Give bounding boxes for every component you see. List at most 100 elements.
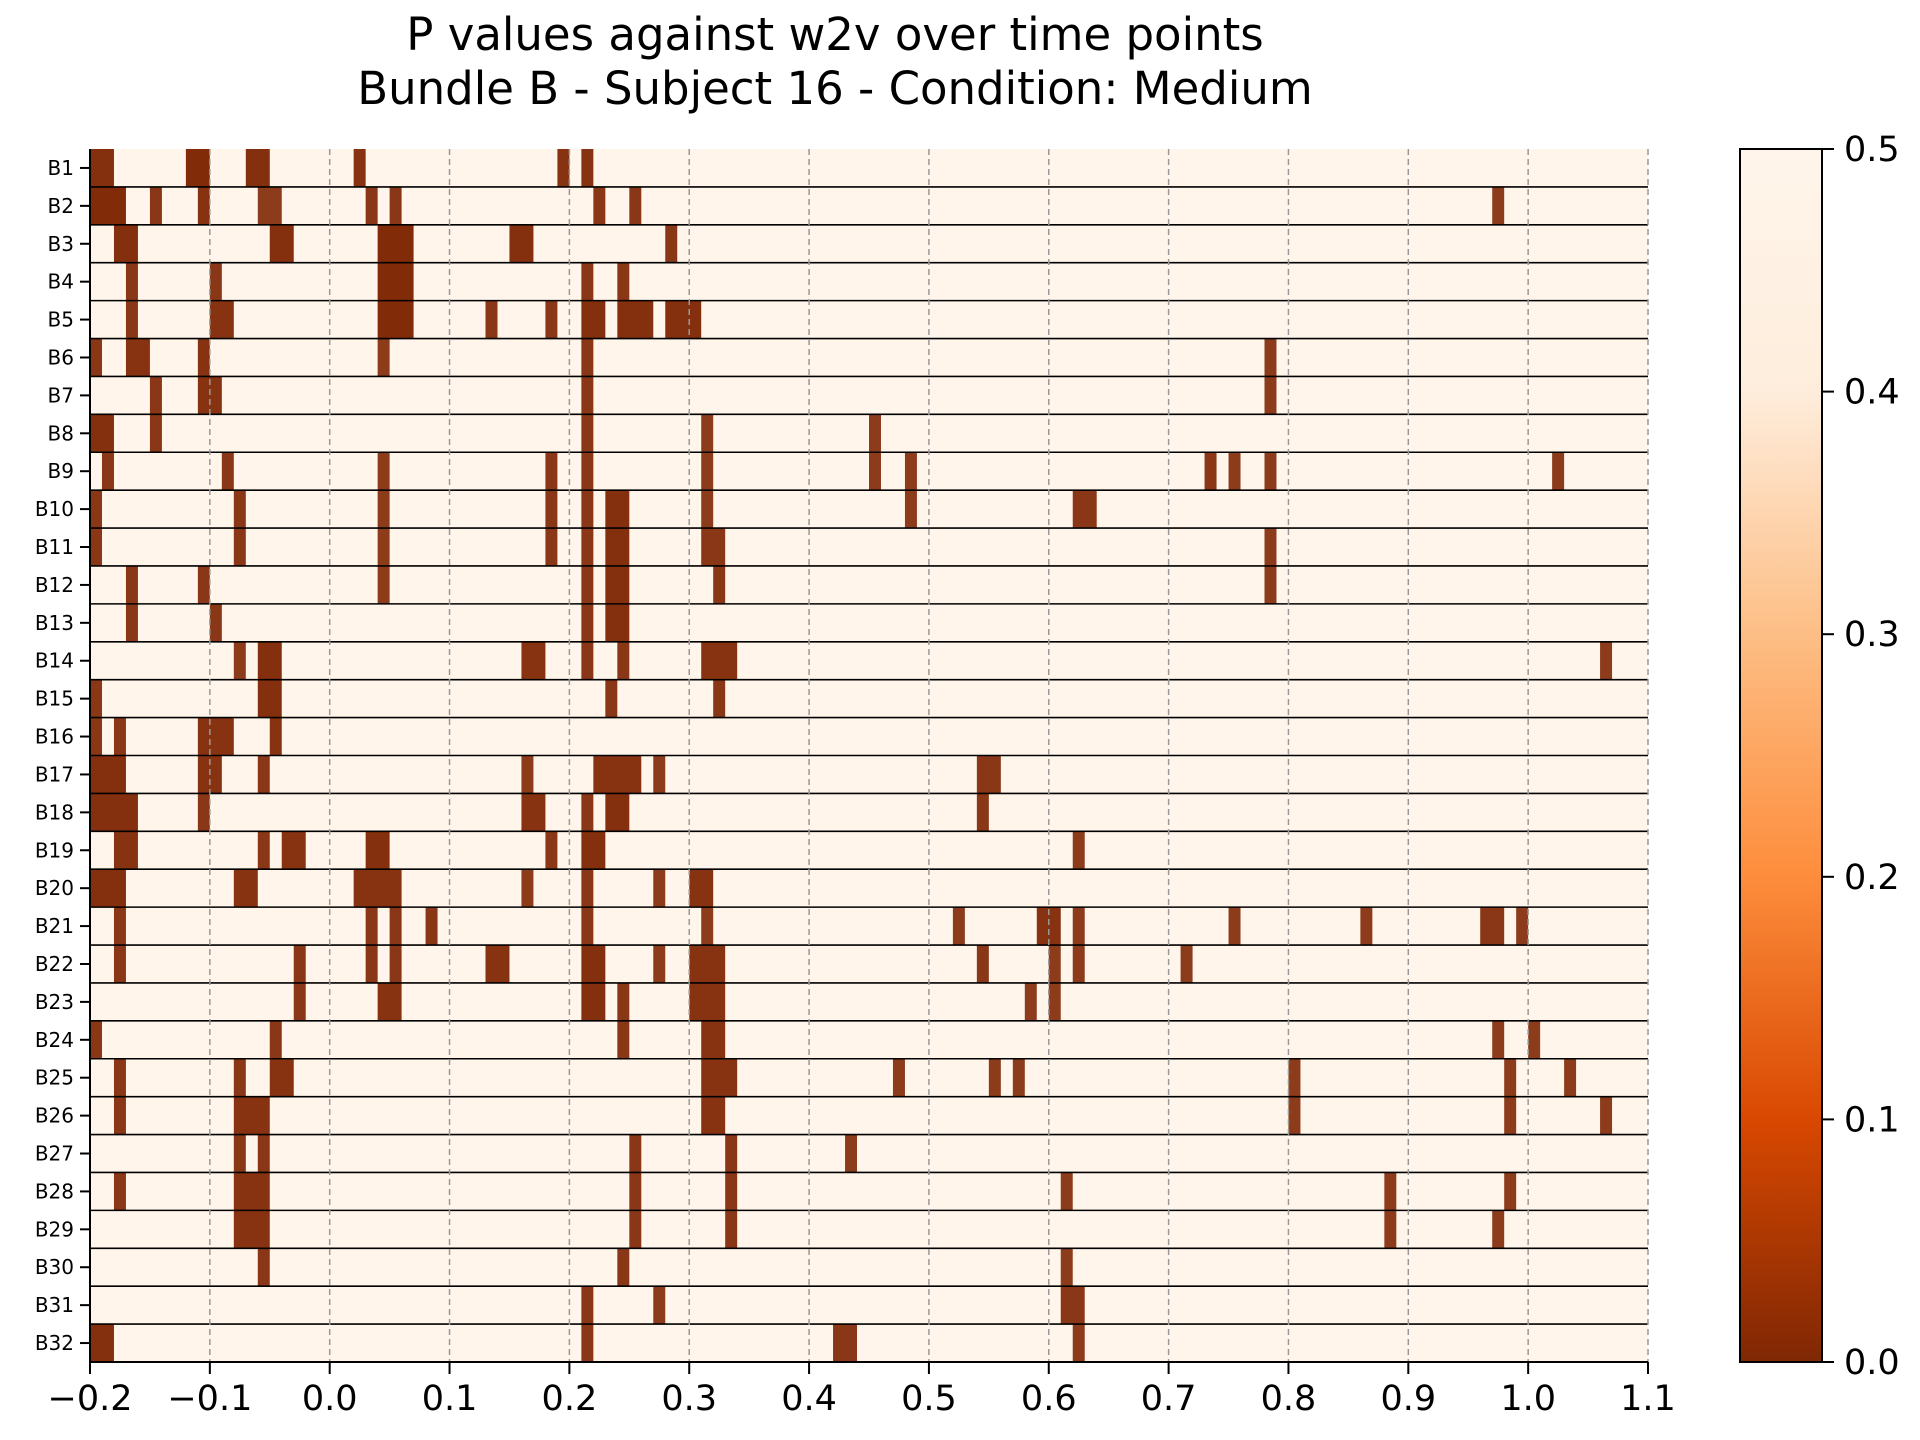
heatmap-cell: [90, 186, 126, 225]
heatmap-cell: [653, 945, 666, 983]
row-background-cell: [90, 717, 1648, 756]
colorbar-tick-label: 0.2: [1844, 858, 1900, 898]
plot-area: B1 B2 B3 B4 B5 B6 B7 B8 B9 B10 B11 B12 B13 B14 B15 B16 B…: [35, 149, 1676, 1419]
heatmap-cell: [90, 338, 102, 377]
heatmap-cell: [257, 641, 282, 680]
heatmap-cell: [233, 1096, 270, 1135]
heatmap-cell: [581, 300, 606, 339]
heatmap-cell: [593, 755, 642, 794]
colorbar-tick-label: 0.3: [1844, 615, 1900, 655]
y-tick-label: B18: [35, 800, 74, 824]
heatmap-row: [90, 1324, 1648, 1362]
row-background-cell: [90, 338, 1648, 377]
heatmap-cell: [377, 262, 414, 301]
heatmap-cell: [197, 186, 210, 225]
heatmap-cell: [209, 262, 222, 301]
heatmap-cell: [545, 831, 558, 870]
heatmap-cell: [665, 300, 702, 339]
heatmap-cell: [425, 907, 438, 946]
y-tick-label: B8: [48, 421, 74, 445]
row-background-cell: [90, 1324, 1648, 1362]
heatmap-cell: [1072, 907, 1085, 946]
heatmap-cell: [233, 1134, 246, 1173]
heatmap-cell: [125, 565, 138, 604]
heatmap-cell: [269, 1020, 282, 1059]
row-background-cell: [90, 1248, 1648, 1287]
colorbar: 0.0 0.1 0.2 0.3 0.4 0.5: [1739, 130, 1900, 1383]
heatmap-cell: [1384, 1172, 1397, 1211]
heatmap-cell: [869, 414, 881, 453]
heatmap-cell: [581, 869, 594, 908]
heatmap-row: [90, 186, 1648, 225]
heatmap-cell: [257, 831, 270, 870]
heatmap-cell: [269, 224, 294, 263]
row-background-cell: [90, 603, 1648, 642]
x-tick-label: 0.5: [901, 1379, 957, 1419]
colorbar-tick-label: 0.4: [1844, 373, 1900, 413]
heatmap-cell: [113, 1096, 126, 1135]
heatmap-row: [90, 1134, 1648, 1173]
heatmap-cell: [713, 679, 726, 718]
heatmap-cell: [581, 490, 594, 529]
heatmap-cell: [221, 452, 234, 491]
chart-subtitle: Bundle B - Subject 16 - Condition: Mediu…: [357, 62, 1312, 115]
heatmap-cell: [269, 717, 282, 756]
x-tick-label: 1.1: [1620, 1379, 1676, 1419]
heatmap-cell: [1180, 945, 1193, 983]
heatmap-cell: [1228, 452, 1241, 491]
heatmap-cell: [90, 490, 102, 529]
x-tick-label: 0.0: [302, 1379, 358, 1419]
heatmap-cell: [233, 641, 246, 680]
heatmap-cell: [113, 717, 126, 756]
heatmap-cell: [976, 793, 989, 832]
y-tick-label: B28: [35, 1179, 74, 1203]
heatmap-row: [90, 414, 1648, 453]
heatmap-cell: [581, 528, 594, 566]
heatmap-cell: [689, 869, 714, 908]
heatmap-cell: [281, 831, 306, 870]
heatmap-cell: [245, 149, 270, 187]
heatmap-row: [90, 300, 1648, 339]
heatmap-cell: [293, 982, 306, 1021]
heatmap-cell: [581, 452, 594, 491]
y-tick-label: B30: [35, 1255, 74, 1279]
row-background-cell: [90, 907, 1648, 946]
heatmap-cell: [653, 869, 666, 908]
heatmap-cell: [149, 186, 162, 225]
heatmap-cell: [521, 755, 534, 794]
heatmap-cell: [725, 1172, 738, 1211]
heatmap-row: [90, 1058, 1648, 1097]
chart-title: P values against w2v over time points: [406, 8, 1263, 61]
y-tick-label: B32: [35, 1331, 74, 1355]
y-tick-label: B24: [35, 1028, 74, 1052]
heatmap-cell: [509, 224, 534, 263]
heatmap-cell: [113, 1172, 126, 1211]
x-tick-label: 0.1: [422, 1379, 478, 1419]
heatmap-cell: [113, 831, 138, 870]
heatmap-cell: [1036, 907, 1061, 946]
y-tick-label: B7: [48, 383, 74, 407]
heatmap-cell: [1600, 641, 1613, 680]
heatmap-cell: [665, 224, 678, 263]
heatmap-cell: [90, 717, 102, 756]
y-tick-label: B10: [35, 497, 74, 521]
y-tick-label: B19: [35, 838, 74, 862]
heatmap-cell: [485, 945, 510, 983]
heatmap-cell: [521, 641, 546, 680]
heatmap-cell: [605, 490, 630, 529]
heatmap-cell: [353, 869, 402, 908]
heatmap-cell: [1504, 1096, 1517, 1135]
heatmap-cell: [233, 1210, 270, 1249]
x-tick-label: −0.1: [167, 1379, 252, 1419]
heatmap-cell: [1072, 945, 1085, 983]
heatmap-cell: [557, 149, 570, 187]
heatmap-cell: [125, 338, 150, 377]
heatmap-cell: [197, 793, 210, 832]
heatmap-cell: [233, 490, 246, 529]
heatmap-cell: [1504, 1172, 1517, 1211]
heatmap-row: [90, 1096, 1648, 1135]
heatmap-cell: [1024, 982, 1037, 1021]
heatmap-cell: [1528, 1020, 1541, 1059]
row-background-cell: [90, 831, 1648, 870]
heatmap-cell: [197, 338, 210, 377]
